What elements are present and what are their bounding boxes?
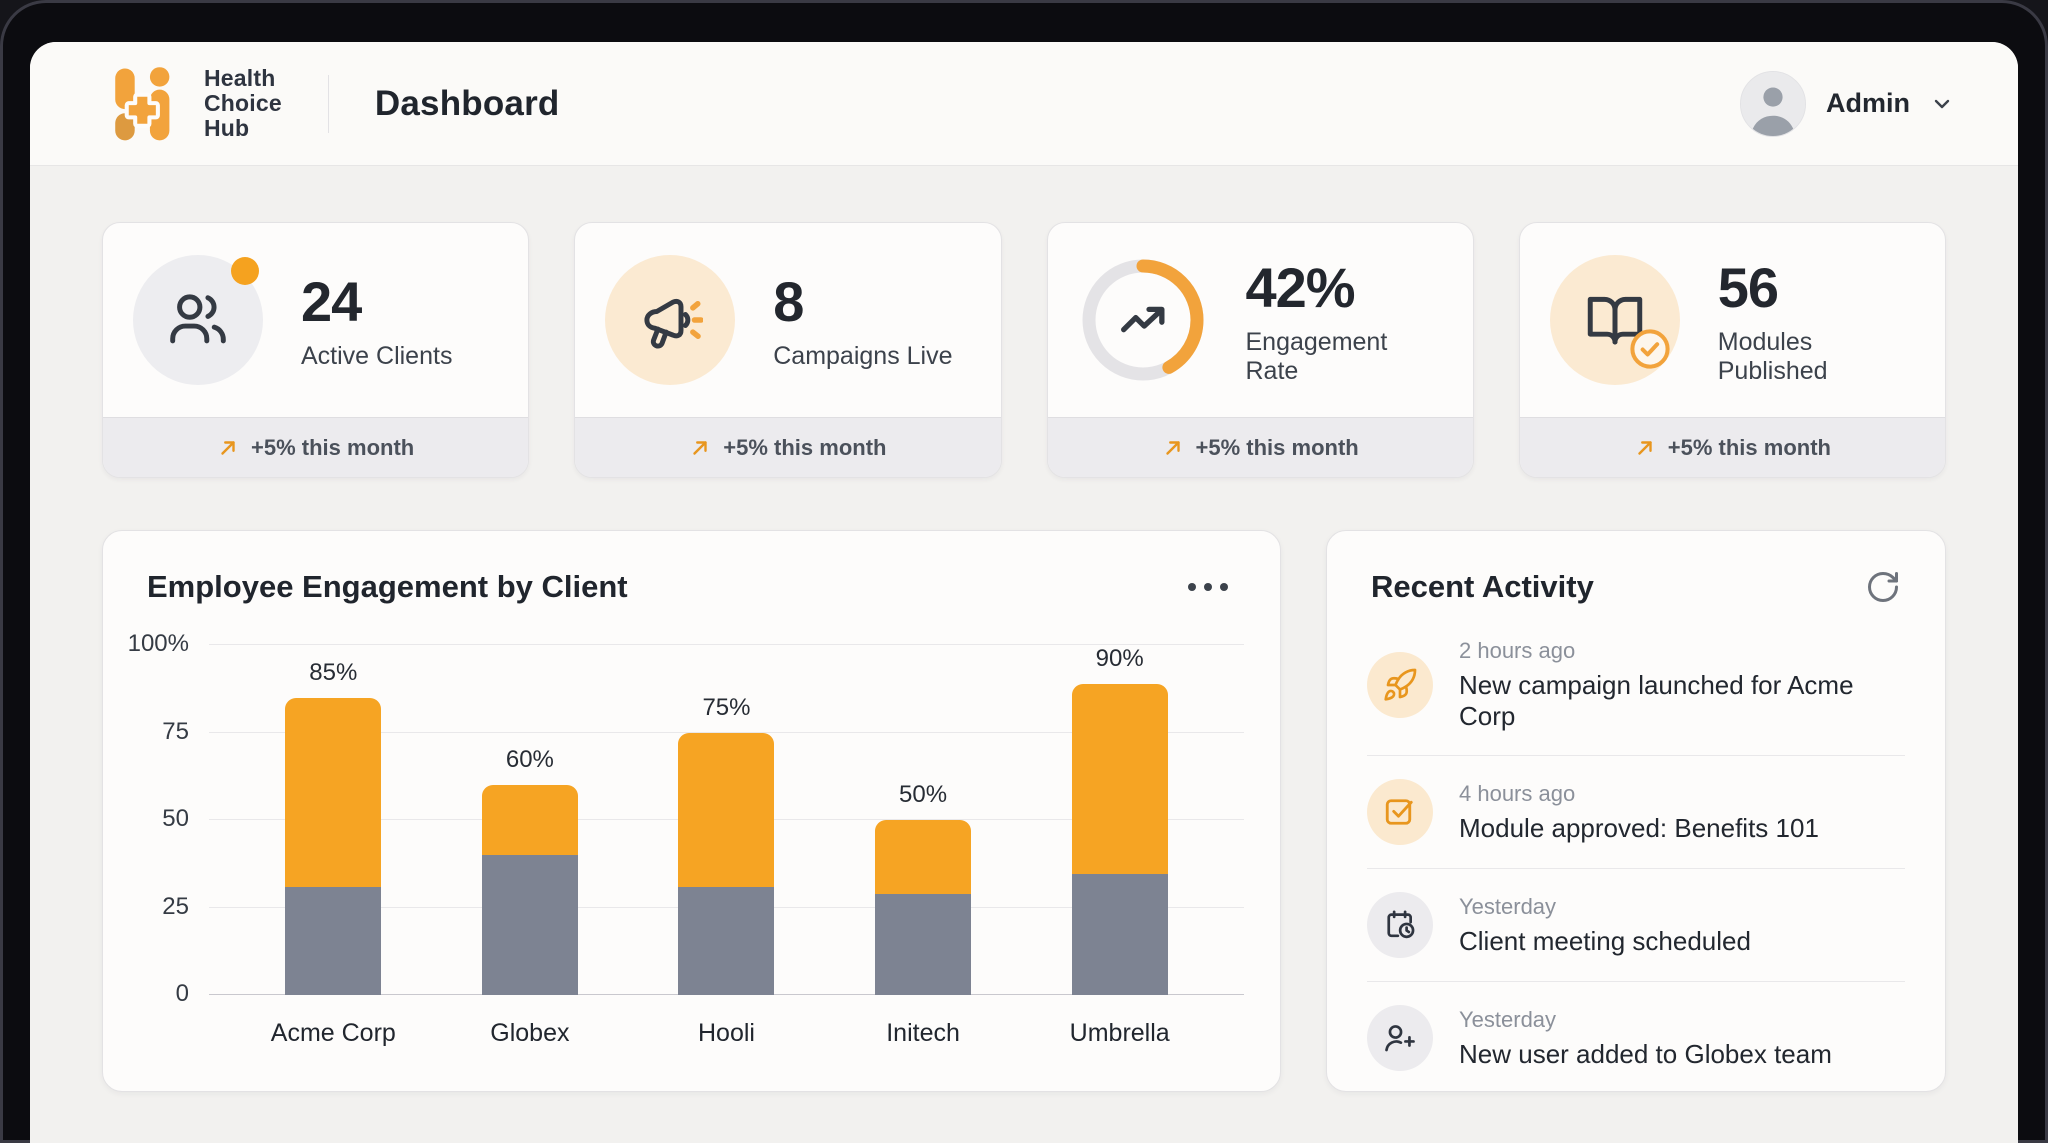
x-axis-label: Globex (490, 1019, 570, 1047)
list-item: Yesterday New user added to Globex team (1367, 981, 1905, 1094)
stat-card-campaigns-live: 8 Campaigns Live +5% this month (574, 222, 1002, 478)
app-logo[interactable]: Health Choice Hub (100, 60, 282, 148)
stat-card-engagement-rate: 42% Engagement Rate +5% this month (1046, 222, 1474, 478)
y-axis-tick: 0 (175, 980, 189, 1007)
activity-text: New user added to Globex team (1459, 1038, 1832, 1069)
arrow-up-right-icon (1165, 440, 1180, 455)
bar-value-label: 85% (309, 658, 358, 686)
stat-value: 56 (1717, 255, 1779, 319)
stat-value: 8 (773, 270, 804, 333)
gridline (209, 731, 1244, 733)
list-item: 4 hours ago Module approved: Benefits 10… (1367, 755, 1905, 868)
bar-value-label: 60% (505, 746, 554, 773)
chart-title: Employee Engagement by Client (147, 569, 628, 604)
stacked-bar (481, 785, 578, 995)
bar-plot: 100% 75 50 25 0 85% 60% 75% 50% 90% Acme Corp Globe… (128, 630, 1244, 1047)
activity-text: New campaign launched for Acme Corp (1459, 670, 1854, 731)
bar-value-label: 75% (702, 693, 751, 721)
engagement-chart-card: Employee Engagement by Client 100% 75 50 25… (102, 530, 1281, 1092)
x-axis-label: Umbrella (1069, 1019, 1170, 1047)
stat-trend: +5% this month (1047, 417, 1473, 477)
stat-card-active-clients: 24 Active Clients +5% this month (102, 222, 530, 478)
bar-value-label: 50% (899, 781, 948, 808)
kebab-menu-icon[interactable] (1180, 575, 1236, 599)
activity-list: 2 hours ago New campaign launched for Ac… (1327, 605, 1945, 1094)
app-header: Health Choice Hub Dashboard Admin (30, 42, 2018, 166)
stat-value: 42% (1245, 255, 1356, 319)
content-row: Employee Engagement by Client 100% 75 50 25… (102, 530, 1946, 1092)
stacked-bar (1071, 684, 1168, 995)
bar-column: 85% (235, 645, 432, 995)
y-axis-tick: 25 (162, 892, 189, 920)
page-title: Dashboard (374, 83, 560, 123)
activity-text: Module approved: Benefits 101 (1459, 812, 1819, 843)
stat-trend: +5% this month (1519, 417, 1945, 477)
activity-text: Client meeting scheduled (1459, 925, 1751, 956)
stacked-bar (678, 732, 775, 995)
megaphone-icon (605, 255, 736, 385)
user-plus-icon (1367, 1005, 1433, 1071)
activity-time: 2 hours ago (1459, 638, 1576, 663)
user-menu[interactable]: Admin (1740, 70, 1954, 137)
stat-value: 24 (301, 270, 362, 333)
rocket-icon (1367, 652, 1433, 718)
calendar-clock-icon (1367, 892, 1433, 958)
stat-label: Active Clients (301, 342, 453, 370)
list-item: 2 hours ago New campaign launched for Ac… (1367, 615, 1905, 755)
y-axis-tick: 50 (162, 805, 189, 832)
stat-trend: +5% this month (103, 417, 529, 477)
user-name: Admin (1826, 88, 1910, 118)
arrow-up-right-icon (221, 440, 235, 455)
chevron-down-icon (1934, 99, 1950, 108)
x-axis-label: Initech (886, 1019, 960, 1047)
bar-column: 50% (825, 645, 1022, 995)
bar-column: 90% (1021, 645, 1218, 995)
activity-time: Yesterday (1459, 893, 1557, 919)
arrow-up-right-icon (1638, 440, 1652, 455)
x-axis-label: Acme Corp (270, 1019, 396, 1047)
y-axis-tick: 100% (127, 630, 189, 657)
stat-label: Modules Published (1717, 327, 1828, 385)
stats-row: 24 Active Clients +5% this month (102, 222, 1946, 478)
notification-dot (231, 257, 259, 285)
brand-logo-icon (115, 66, 170, 140)
stat-trend: +5% this month (575, 417, 1001, 477)
activity-title: Recent Activity (1371, 569, 1594, 604)
check-square-icon (1367, 779, 1433, 845)
x-axis-label: Hooli (697, 1019, 755, 1047)
bar-column: 60% (432, 645, 629, 995)
stat-label: Campaigns Live (773, 342, 953, 370)
header-divider (327, 74, 329, 133)
engagement-ring (1078, 255, 1208, 385)
activity-time: 4 hours ago (1459, 780, 1576, 806)
arrow-up-right-icon (693, 440, 707, 455)
avatar (1740, 70, 1806, 137)
stacked-bar (285, 697, 382, 995)
activity-time: Yesterday (1459, 1006, 1557, 1032)
recent-activity-card: Recent Activity (1326, 530, 1946, 1092)
list-item: Yesterday Client meeting scheduled (1367, 868, 1905, 981)
stat-label: Engagement Rate (1245, 327, 1388, 385)
y-axis-tick: 75 (162, 717, 189, 745)
stat-card-modules-published: 56 Modules Published +5% this month (1518, 222, 1946, 478)
stacked-bar (875, 820, 972, 995)
trending-up-icon (1078, 255, 1208, 385)
bar-value-label: 90% (1095, 645, 1144, 672)
brand-name: Health Choice Hub (204, 65, 282, 141)
app-screen: Health Choice Hub Dashboard Admin (30, 42, 2018, 1143)
refresh-icon[interactable] (1865, 569, 1901, 605)
check-circle-badge (1630, 329, 1670, 369)
bar-column: 75% (628, 645, 825, 995)
gridline (209, 644, 1244, 645)
